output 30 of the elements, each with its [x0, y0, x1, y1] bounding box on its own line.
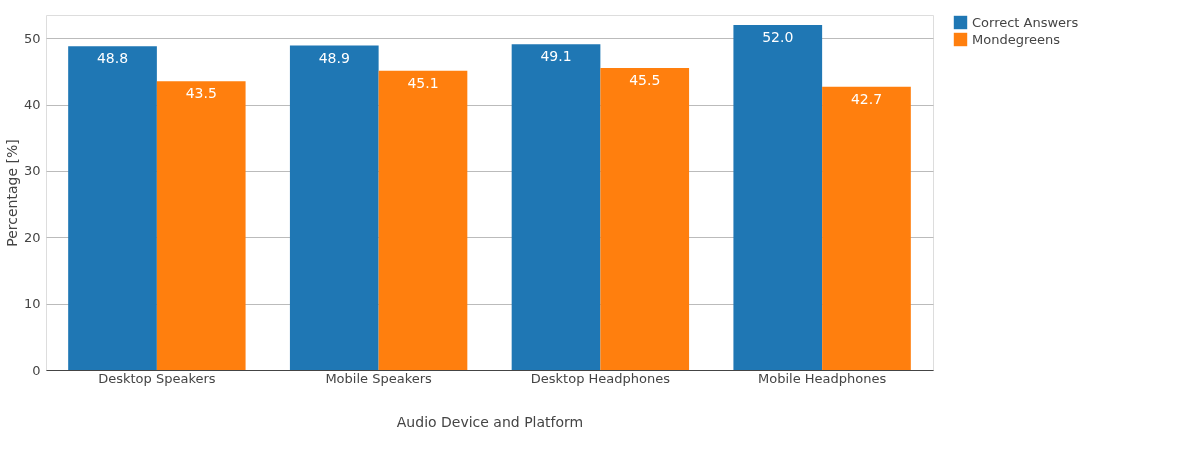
legend-label: Correct Answers	[972, 14, 1079, 30]
bar	[822, 86, 911, 370]
bar	[600, 68, 690, 370]
x-tick-label: Mobile Headphones	[758, 370, 887, 386]
text: 45.5	[629, 72, 661, 89]
y-tick-label: 30	[23, 163, 41, 179]
y-tick-label: 50	[23, 30, 41, 46]
legend-label: Mondegreens	[972, 31, 1061, 47]
bar	[733, 24, 823, 370]
x-tick-label: Mobile Speakers	[325, 370, 433, 386]
bar	[289, 45, 379, 370]
x-tick-label: Desktop Headphones	[530, 370, 671, 386]
text: 49.1	[540, 48, 572, 65]
text: 48.8	[96, 50, 129, 67]
text: 43.5	[185, 85, 217, 102]
text: 52.0	[762, 28, 794, 45]
text: 42.7	[850, 90, 883, 107]
text: 45.1	[407, 74, 439, 91]
bar	[68, 46, 157, 370]
y-tick-label: 0	[32, 362, 41, 378]
bar	[511, 44, 601, 370]
text: 48.9	[318, 49, 350, 66]
y-tick-label: 10	[23, 296, 41, 312]
x-tick-label: Desktop Speakers	[98, 370, 216, 386]
y-tick-label: 40	[23, 97, 41, 113]
y-axis-title: Percentage [%]	[3, 139, 20, 247]
y-tick-label: 20	[23, 229, 41, 245]
bar	[378, 70, 468, 370]
bar	[156, 81, 246, 370]
x-axis-title: Audio Device and Platform	[396, 413, 584, 430]
